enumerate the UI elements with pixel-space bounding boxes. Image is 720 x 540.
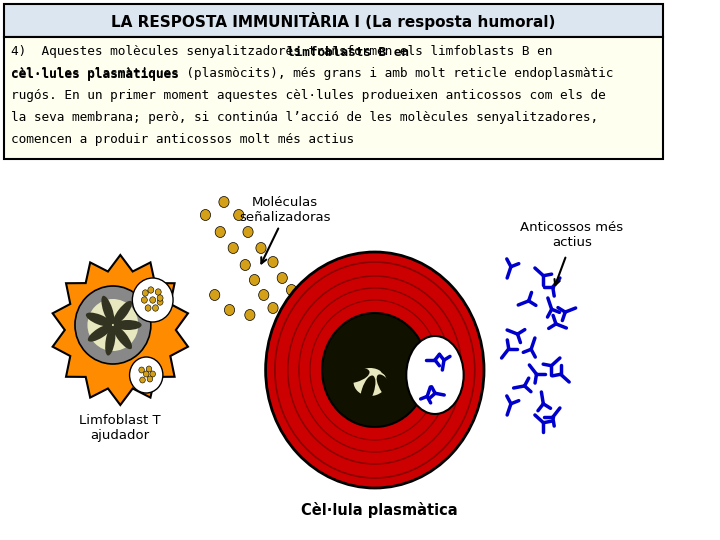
Text: LA RESPOSTA IMMUNITÀRIA I (La resposta humoral): LA RESPOSTA IMMUNITÀRIA I (La resposta h… [111,12,555,30]
Polygon shape [53,255,188,405]
Circle shape [200,210,210,220]
Circle shape [143,290,148,296]
Circle shape [225,305,235,315]
Circle shape [130,357,163,393]
Circle shape [268,256,278,267]
Circle shape [147,376,153,382]
Ellipse shape [377,374,396,402]
Circle shape [148,287,154,293]
Circle shape [296,300,306,312]
Ellipse shape [372,333,384,364]
Circle shape [277,273,287,284]
Circle shape [243,226,253,238]
Ellipse shape [347,345,372,367]
Circle shape [210,289,220,300]
Circle shape [156,289,161,295]
Text: 4)  Aquestes molècules senyalitzadores transformen els limfoblasts B en: 4) Aquestes molècules senyalitzadores tr… [11,45,552,58]
Ellipse shape [75,286,151,364]
Circle shape [234,210,244,220]
Circle shape [219,197,229,207]
Ellipse shape [87,299,138,351]
Circle shape [215,226,225,238]
Ellipse shape [406,336,464,414]
Ellipse shape [105,326,115,355]
Circle shape [132,278,173,322]
Circle shape [153,305,158,311]
Circle shape [240,260,251,271]
Text: Limfoblast T
ajudador: Limfoblast T ajudador [79,414,161,442]
Ellipse shape [380,363,410,376]
Text: cèl·lules plasmàtiques: cèl·lules plasmàtiques [11,68,179,80]
Circle shape [287,285,297,295]
Ellipse shape [113,301,132,325]
Circle shape [157,299,163,305]
Ellipse shape [360,375,375,406]
Text: Moléculas
señalizadoras: Moléculas señalizadoras [239,196,330,224]
Circle shape [249,274,260,286]
Ellipse shape [341,368,369,383]
Text: la seva membrana; però, si continúa l’acció de les molècules senyalitzadores,: la seva membrana; però, si continúa l’ac… [11,111,598,125]
Circle shape [150,371,156,377]
Text: comencen a produir anticossos molt més actius: comencen a produir anticossos molt més a… [11,133,354,146]
Text: rugós. En un primer moment aquestes cèl·lules produeixen anticossos com els de: rugós. En un primer moment aquestes cèl·… [11,90,606,103]
Circle shape [146,366,152,372]
Ellipse shape [102,296,114,324]
Circle shape [322,313,428,427]
Text: Anticossos més
actius: Anticossos més actius [521,221,624,249]
Circle shape [268,302,278,314]
Ellipse shape [354,368,387,396]
Circle shape [258,289,269,300]
FancyBboxPatch shape [4,37,662,159]
Ellipse shape [113,325,132,349]
FancyBboxPatch shape [4,4,662,37]
Circle shape [157,295,163,301]
Ellipse shape [114,320,142,330]
Circle shape [141,297,148,303]
Ellipse shape [88,325,112,342]
Circle shape [266,252,484,488]
Circle shape [277,316,287,327]
Circle shape [139,367,145,373]
Circle shape [256,242,266,253]
Circle shape [150,297,156,303]
Text: limfoblasts B en: limfoblasts B en [287,45,409,58]
Circle shape [145,305,151,311]
Circle shape [143,371,149,377]
Text: Cèl·lula plasmàtica: Cèl·lula plasmàtica [301,502,458,518]
Circle shape [245,309,255,321]
Ellipse shape [86,313,112,327]
Circle shape [140,377,145,383]
Text: cèl·lules plasmàtiques (plasmòcits), més grans i amb molt reticle endoplasmàtic: cèl·lules plasmàtiques (plasmòcits), més… [11,68,613,80]
Circle shape [228,242,238,253]
